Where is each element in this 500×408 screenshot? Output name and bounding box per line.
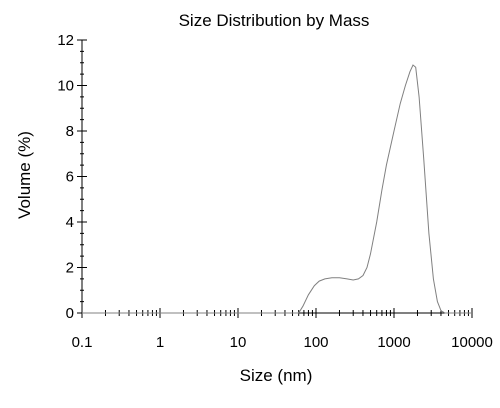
chart-title: Size Distribution by Mass	[179, 11, 370, 30]
y-tick-label: 12	[57, 32, 74, 49]
y-tick-label: 0	[66, 305, 74, 322]
tick-labels: 0 2 4 6 8 10 12 0.1 1 10 100 1000 10000	[57, 32, 493, 351]
y-tick-label: 6	[66, 169, 74, 186]
x-tick-label: 1000	[377, 334, 410, 351]
series-group	[82, 64, 472, 314]
x-tick-label: 0.1	[72, 334, 93, 351]
x-axis-label: Size (nm)	[240, 366, 313, 385]
y-axis-label: Volume (%)	[15, 131, 34, 219]
series-line	[82, 64, 472, 314]
y-tick-label: 2	[66, 260, 74, 277]
y-tick-label: 8	[66, 123, 74, 140]
x-tick-label: 10000	[451, 334, 493, 351]
y-tick-label: 10	[57, 78, 74, 95]
y-tick-label: 4	[66, 214, 74, 231]
x-tick-label: 1	[156, 334, 164, 351]
axes	[81, 40, 472, 314]
ticks	[77, 39, 473, 318]
x-tick-label: 10	[230, 334, 247, 351]
x-tick-label: 100	[303, 334, 328, 351]
